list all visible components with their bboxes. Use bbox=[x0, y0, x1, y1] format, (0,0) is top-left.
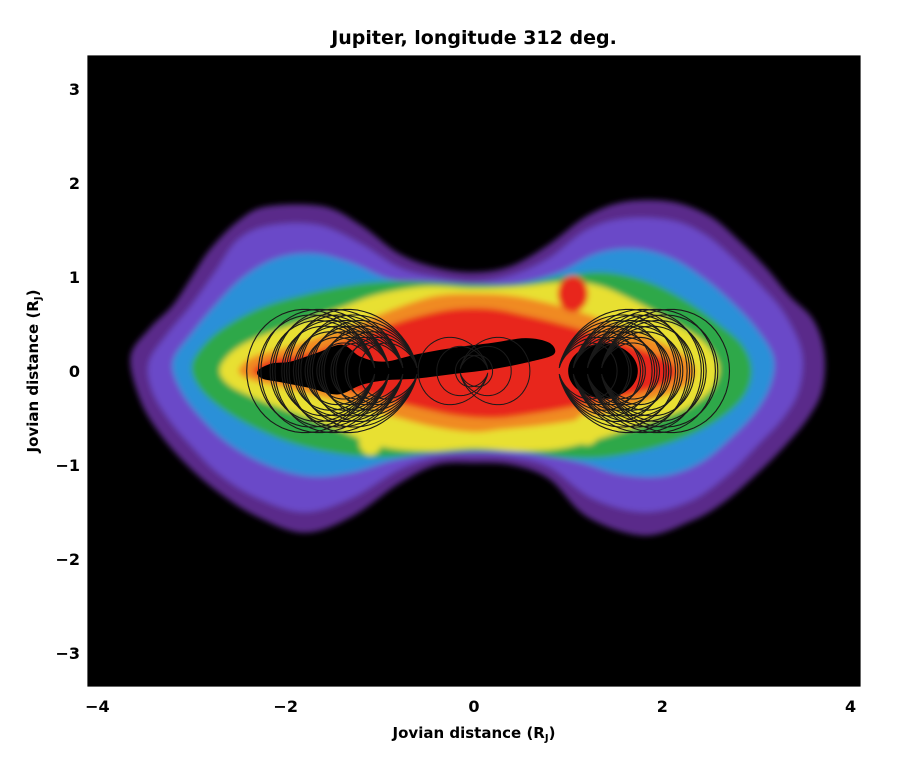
x-axis-label-close: ) bbox=[549, 724, 556, 742]
field-line-right bbox=[572, 336, 644, 406]
field-line-right bbox=[601, 342, 661, 400]
field-line-left bbox=[335, 331, 418, 411]
x-tick-label: 0 bbox=[468, 697, 479, 716]
field-line-left bbox=[311, 320, 418, 422]
field-line-right bbox=[601, 308, 731, 434]
x-axis-ticks: −4 −2 0 2 4 bbox=[85, 56, 856, 716]
field-line-right bbox=[601, 331, 684, 411]
field-line-right bbox=[572, 342, 632, 400]
x-tick-label: 4 bbox=[845, 697, 856, 716]
field-line-left bbox=[300, 314, 418, 428]
field-line-left bbox=[281, 325, 375, 417]
field-line-left bbox=[318, 336, 390, 406]
chart-title: Jupiter, longitude 312 deg. bbox=[329, 27, 617, 49]
field-line-right bbox=[558, 325, 653, 417]
field-line-right bbox=[601, 325, 696, 417]
plot-area bbox=[130, 199, 826, 536]
field-line-right bbox=[573, 314, 691, 428]
field-line-right bbox=[573, 308, 702, 434]
field-line-inner bbox=[460, 336, 531, 406]
planet-disk bbox=[256, 338, 638, 399]
field-line-left bbox=[321, 331, 404, 411]
field-line-right bbox=[587, 331, 670, 411]
field-line-right bbox=[587, 320, 693, 422]
field-line-left bbox=[323, 325, 418, 417]
field-line-left bbox=[358, 342, 418, 400]
field-line-left bbox=[346, 336, 418, 406]
field-line-right bbox=[601, 314, 719, 428]
field-line-right bbox=[587, 325, 681, 417]
field-line-left bbox=[288, 308, 417, 434]
field-line-left bbox=[260, 308, 389, 434]
y-tick-label: 3 bbox=[69, 80, 80, 99]
field-line-right bbox=[558, 331, 642, 411]
x-tick-label: −4 bbox=[85, 697, 110, 716]
field-line-right bbox=[587, 336, 658, 406]
field-line-right bbox=[558, 342, 618, 400]
y-tick-label: −1 bbox=[55, 456, 80, 475]
field-line-right bbox=[573, 325, 667, 417]
field-line-right bbox=[587, 308, 716, 434]
field-line-right bbox=[586, 342, 646, 400]
field-line-inner bbox=[454, 354, 489, 388]
x-tick-label: −2 bbox=[273, 697, 298, 716]
field-line-left bbox=[330, 342, 390, 400]
field-line-right bbox=[559, 308, 688, 434]
y-axis-label-main: Jovian distance (R bbox=[24, 300, 42, 454]
y-tick-label: −3 bbox=[55, 644, 80, 663]
field-line-inner bbox=[436, 345, 489, 397]
field-line-right bbox=[601, 320, 707, 422]
field-line-left bbox=[306, 331, 390, 411]
y-tick-label: 0 bbox=[69, 362, 80, 381]
field-line-inner bbox=[459, 345, 512, 397]
field-line-inner bbox=[459, 354, 494, 388]
field-line-right bbox=[559, 314, 677, 428]
x-axis-label-main: Jovian distance (R bbox=[392, 724, 546, 742]
x-axis-label-sub: J bbox=[544, 733, 549, 744]
field-line-right bbox=[573, 320, 679, 422]
field-line-left bbox=[309, 325, 404, 417]
field-line-right bbox=[572, 331, 656, 411]
field-line-left bbox=[344, 342, 404, 400]
field-line-left bbox=[332, 336, 404, 406]
y-tick-label: −2 bbox=[55, 550, 80, 569]
x-axis-label: Jovian distance (RJ) bbox=[392, 724, 556, 744]
emission-hotspot bbox=[359, 427, 382, 456]
magnetic-field-lines bbox=[246, 308, 731, 434]
field-line-left bbox=[295, 325, 390, 417]
y-axis-label-sub: J bbox=[33, 296, 44, 301]
y-axis-label-close: ) bbox=[24, 290, 42, 297]
y-tick-label: 1 bbox=[69, 268, 80, 287]
x-tick-label: 2 bbox=[657, 697, 668, 716]
field-line-left bbox=[316, 342, 376, 400]
field-line-right bbox=[559, 320, 665, 422]
y-tick-label: 2 bbox=[69, 174, 80, 193]
field-line-left bbox=[292, 331, 376, 411]
emission-hotspot bbox=[557, 275, 588, 312]
field-line-left bbox=[274, 308, 403, 434]
field-line-right bbox=[587, 314, 705, 428]
planet-blob bbox=[256, 338, 556, 395]
emission-hotspot bbox=[573, 413, 601, 446]
satellite-blob bbox=[568, 343, 638, 399]
field-line-inner bbox=[417, 336, 488, 406]
field-line-right bbox=[601, 336, 672, 406]
y-axis-ticks: −3 −2 −1 0 1 2 3 bbox=[55, 80, 860, 663]
field-line-right bbox=[558, 336, 630, 406]
y-axis-label: Jovian distance (RJ) bbox=[24, 290, 44, 454]
